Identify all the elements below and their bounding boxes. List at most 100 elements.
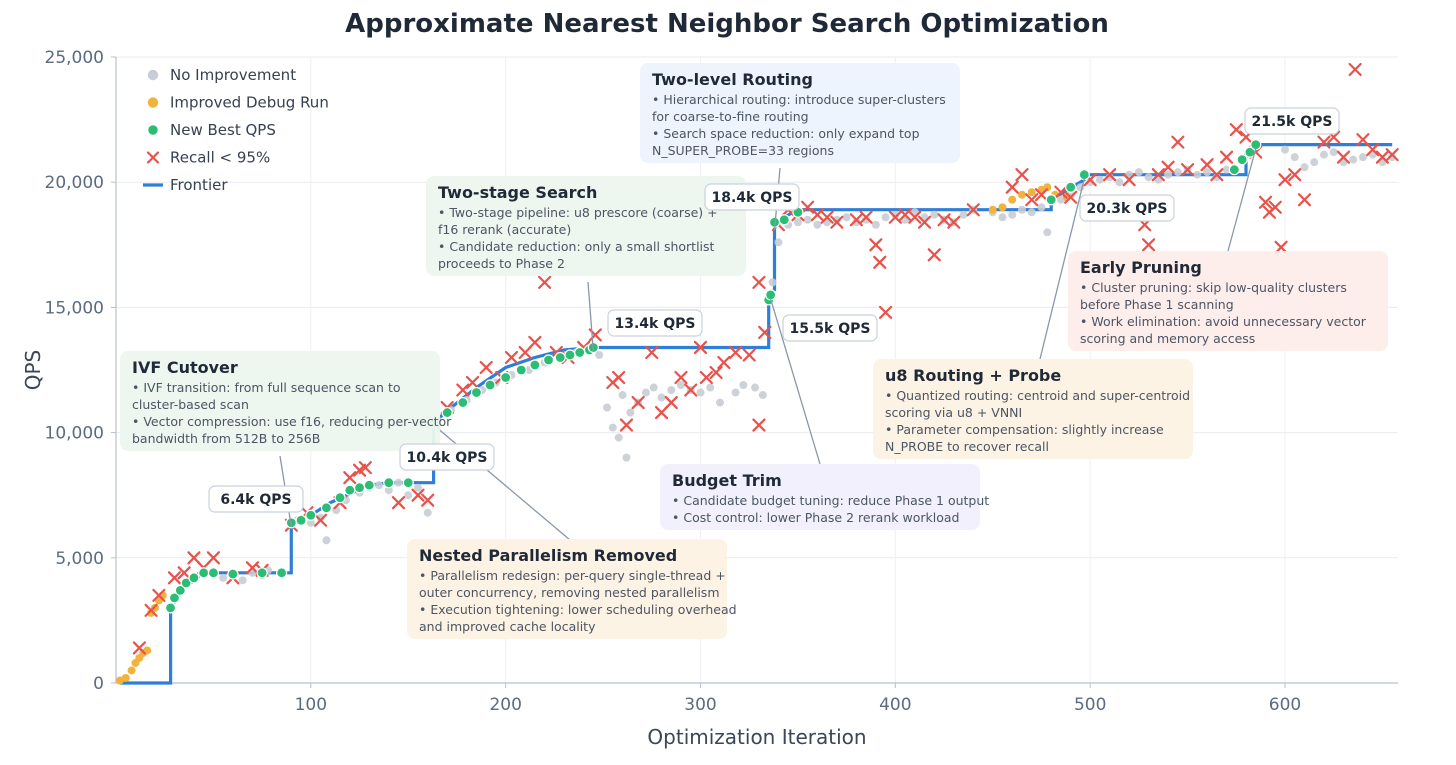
no-improvement-point bbox=[608, 423, 617, 432]
x-stroke bbox=[1219, 150, 1234, 164]
x-stroke bbox=[1025, 193, 1039, 207]
annotation-line: • Hierarchical routing: introduce super-… bbox=[652, 92, 946, 107]
no-improvement-point bbox=[413, 483, 422, 492]
recall-fail-point bbox=[612, 370, 626, 385]
recall-fail-point bbox=[869, 238, 883, 252]
recall-fail-point bbox=[1268, 200, 1282, 214]
no-improvement-point bbox=[1358, 153, 1367, 162]
annotation-box: Early Pruning • Cluster pruning: skip low… bbox=[1068, 251, 1388, 351]
recall-fail-point bbox=[1122, 173, 1136, 187]
x-stroke bbox=[873, 255, 887, 269]
qps-badge-background bbox=[399, 443, 495, 471]
no-improvement-point bbox=[793, 218, 802, 227]
x-stroke bbox=[709, 365, 723, 380]
x-stroke bbox=[619, 418, 634, 432]
annotation-line: • Search space reduction: only expand to… bbox=[652, 126, 920, 141]
new-best-point bbox=[1065, 181, 1077, 193]
new-best-point bbox=[383, 477, 395, 489]
no-improvement-point bbox=[731, 388, 740, 397]
x-stroke bbox=[664, 395, 678, 410]
qps-badge: 6.4k QPS bbox=[208, 485, 304, 513]
x-stroke bbox=[1180, 163, 1195, 177]
new-best-point bbox=[574, 346, 586, 359]
chart-title: Approximate Nearest Neighbor Search Opti… bbox=[345, 9, 1109, 39]
no-improvement-point bbox=[758, 391, 767, 400]
annotation-line: and improved cache locality bbox=[419, 619, 596, 634]
x-stroke bbox=[674, 370, 688, 385]
annotation-line: • Cost control: lower Phase 2 rerank wor… bbox=[672, 510, 959, 525]
recall-fail-point bbox=[830, 215, 844, 229]
new-best-point bbox=[1228, 164, 1240, 176]
no-improvement-point bbox=[657, 393, 666, 402]
legend-label: Improved Debug Run bbox=[170, 94, 329, 112]
x-stroke bbox=[908, 210, 922, 224]
annotation-line: scoring via u8 + VNNI bbox=[885, 405, 1022, 420]
no-improvement-point bbox=[813, 220, 822, 229]
recall-fail-point bbox=[1274, 240, 1288, 254]
annotation-line: scoring and memory access bbox=[1080, 331, 1255, 346]
qps-badge-label: 20.3k QPS bbox=[1087, 201, 1168, 217]
no-improvement-point bbox=[1144, 173, 1153, 182]
x-stroke bbox=[693, 340, 708, 355]
new-best-point bbox=[441, 406, 453, 419]
x-stroke bbox=[1151, 168, 1165, 182]
x-stroke bbox=[167, 571, 182, 585]
frontier-line bbox=[119, 143, 1393, 685]
no-improvement-point bbox=[602, 403, 611, 412]
recall-fail-point bbox=[1142, 238, 1156, 252]
x-stroke bbox=[1317, 135, 1331, 149]
x-stroke bbox=[752, 418, 766, 432]
recall-fail-point bbox=[1161, 160, 1175, 174]
recall-fail-point bbox=[1151, 168, 1165, 182]
no-improvement-point bbox=[774, 238, 783, 247]
recall-fail-point bbox=[1025, 193, 1039, 207]
x-stroke bbox=[1161, 160, 1175, 174]
recall-fail-point bbox=[465, 375, 480, 390]
new-best-point bbox=[353, 482, 366, 494]
new-best-point bbox=[207, 567, 220, 579]
no-improvement-point bbox=[881, 213, 890, 222]
new-best-point bbox=[174, 584, 186, 596]
no-improvement-point bbox=[618, 391, 627, 400]
qps-badge: 18.4k QPS bbox=[704, 183, 800, 211]
annotation-box: IVF Cutover • IVF transition: from full s… bbox=[120, 351, 452, 451]
recall-fail-point bbox=[1297, 193, 1312, 207]
no-improvement-point bbox=[1349, 155, 1358, 164]
no-improvement-point bbox=[1319, 150, 1328, 159]
annotation-line: • Parameter compensation: slightly incre… bbox=[885, 422, 1164, 437]
recall-fail-point bbox=[742, 348, 756, 362]
new-best-point bbox=[344, 484, 356, 496]
recall-fail-point bbox=[343, 471, 357, 485]
x-stroke bbox=[1274, 240, 1288, 254]
no-improvement-point bbox=[842, 213, 851, 222]
x-stroke bbox=[888, 210, 902, 224]
no-improvement-point bbox=[306, 518, 315, 527]
new-best-point bbox=[198, 567, 210, 579]
x-stroke bbox=[728, 345, 743, 360]
x-stroke bbox=[752, 275, 766, 289]
recall-fail-point bbox=[538, 275, 552, 289]
qps-badge-background bbox=[704, 183, 800, 211]
qps-badge-label: 10.4k QPS bbox=[407, 450, 488, 466]
annotation-background bbox=[407, 539, 727, 639]
no-improvement-point bbox=[667, 386, 676, 395]
x-stroke bbox=[528, 335, 542, 350]
improved-debug-point bbox=[998, 203, 1007, 212]
x-stroke bbox=[699, 370, 713, 385]
x-stroke bbox=[1015, 168, 1029, 182]
x-stroke bbox=[313, 513, 328, 527]
recall-fail-point bbox=[947, 215, 961, 229]
recall-fail-point bbox=[1278, 173, 1292, 187]
points bbox=[115, 62, 1399, 685]
x-stroke bbox=[479, 360, 493, 375]
new-best-point bbox=[778, 214, 790, 226]
no-improvement-point bbox=[394, 478, 403, 487]
recall-fail-point bbox=[709, 365, 723, 380]
annotation-line: • Vector compression: use f16, reducing … bbox=[132, 414, 452, 429]
x-stroke bbox=[1034, 188, 1049, 202]
legend-label: New Best QPS bbox=[170, 121, 276, 139]
new-best-point bbox=[1078, 169, 1090, 181]
recall-fail-point bbox=[728, 345, 743, 360]
x-stroke bbox=[830, 215, 844, 229]
